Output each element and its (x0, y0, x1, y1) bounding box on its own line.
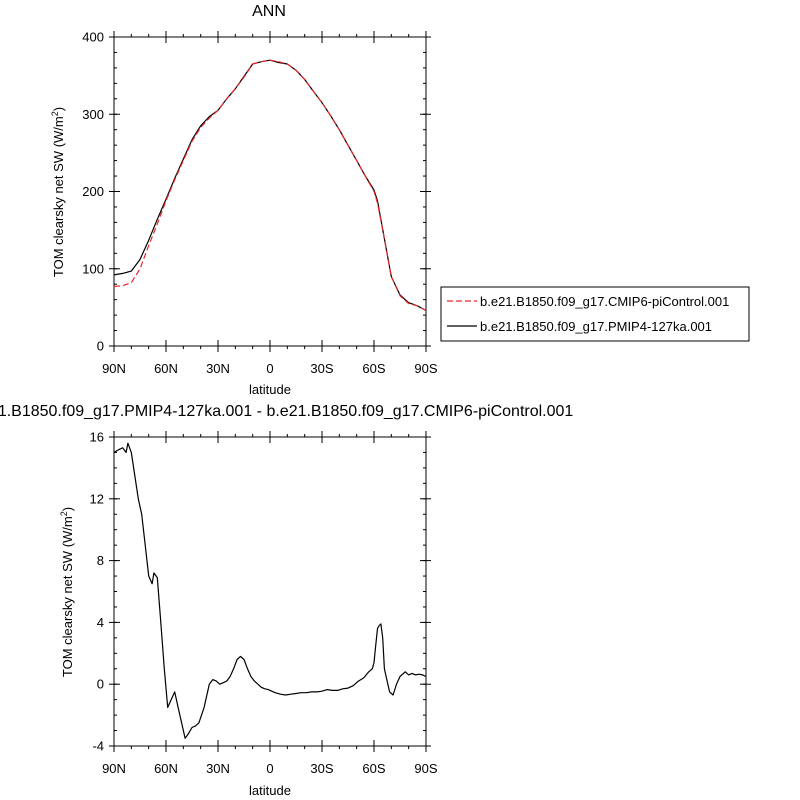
top-title: ANN (252, 3, 286, 20)
legend-label-picontrol: b.e21.B1850.f09_g17.CMIP6-piControl.001 (480, 294, 729, 309)
bot-ytick-label: 4 (97, 615, 104, 630)
top-xtick-label: 60N (154, 361, 178, 376)
bot-ytick-label: 8 (97, 553, 104, 568)
top-ytick-label: 300 (82, 107, 104, 122)
top-minor-ticks (113, 34, 427, 349)
top-y-ticks: 0 100 200 300 400 (82, 30, 431, 354)
top-panel: ANN 0 100 200 300 400 90N 60N 30N 0 30S 60S 90S la… (50, 3, 438, 397)
legend-box (440, 286, 750, 342)
bottom-y-axis-label-close: ) (60, 507, 75, 511)
bottom-minor-ticks (113, 434, 427, 749)
bottom-panel: b.e21.B1850.f09_g17.PMIP4-127ka.001 - b.… (0, 403, 573, 798)
bot-ytick-label: 0 (97, 677, 104, 692)
bottom-x-axis-label: latitude (249, 783, 291, 798)
top-xtick-label: 90N (102, 361, 126, 376)
top-series-line-0 (113, 59, 427, 312)
bottom-plot-frame (113, 436, 427, 747)
top-xtick-label: 60S (362, 361, 385, 376)
bot-xtick-label: 30N (206, 761, 230, 776)
bot-ytick-label: -4 (92, 739, 104, 754)
top-xtick-label: 0 (266, 361, 273, 376)
top-series-line-1 (113, 59, 427, 312)
bottom-x-ticks: 90N 60N 30N 0 30S 60S 90S (102, 431, 438, 776)
top-ytick-label: 200 (82, 184, 104, 199)
top-y-axis-label: TOM clearsky net SW (W/m2) (50, 107, 66, 277)
top-ytick-label: 100 (82, 261, 104, 276)
bottom-series-group (113, 442, 427, 739)
top-plot-frame (113, 36, 427, 347)
legend: b.e21.B1850.f09_g17.CMIP6-piControl.001 … (440, 286, 750, 342)
bot-series-line-0 (113, 442, 427, 739)
bottom-y-axis-label-main: TOM clearsky net SW (W/m (60, 516, 75, 677)
top-xtick-label: 30S (310, 361, 333, 376)
top-series-group (113, 59, 427, 312)
bot-xtick-label: 0 (266, 761, 273, 776)
top-y-axis-label-close: ) (51, 107, 66, 111)
bot-xtick-label: 60S (362, 761, 385, 776)
bot-ytick-label: 12 (90, 491, 104, 506)
bottom-y-ticks: -4 0 4 8 12 16 (90, 430, 431, 754)
top-xtick-label: 30N (206, 361, 230, 376)
bot-xtick-label: 90S (414, 761, 437, 776)
top-ytick-label: 0 (97, 339, 104, 354)
bottom-y-axis-label-sup: 2 (59, 511, 69, 516)
bot-xtick-label: 60N (154, 761, 178, 776)
top-y-axis-label-sup: 2 (50, 111, 60, 116)
bot-ytick-label: 16 (90, 430, 104, 445)
top-xtick-label: 90S (414, 361, 437, 376)
top-x-ticks: 90N 60N 30N 0 30S 60S 90S (102, 31, 438, 376)
top-ytick-label: 400 (82, 30, 104, 45)
legend-label-pmip4: b.e21.B1850.f09_g17.PMIP4-127ka.001 (480, 319, 712, 334)
bot-xtick-label: 30S (310, 761, 333, 776)
bottom-y-axis-label: TOM clearsky net SW (W/m2) (59, 507, 75, 677)
top-y-axis-label-main: TOM clearsky net SW (W/m (51, 116, 66, 277)
bot-xtick-label: 90N (102, 761, 126, 776)
bottom-title: b.e21.B1850.f09_g17.PMIP4-127ka.001 - b.… (0, 403, 573, 420)
top-x-axis-label: latitude (249, 382, 291, 397)
